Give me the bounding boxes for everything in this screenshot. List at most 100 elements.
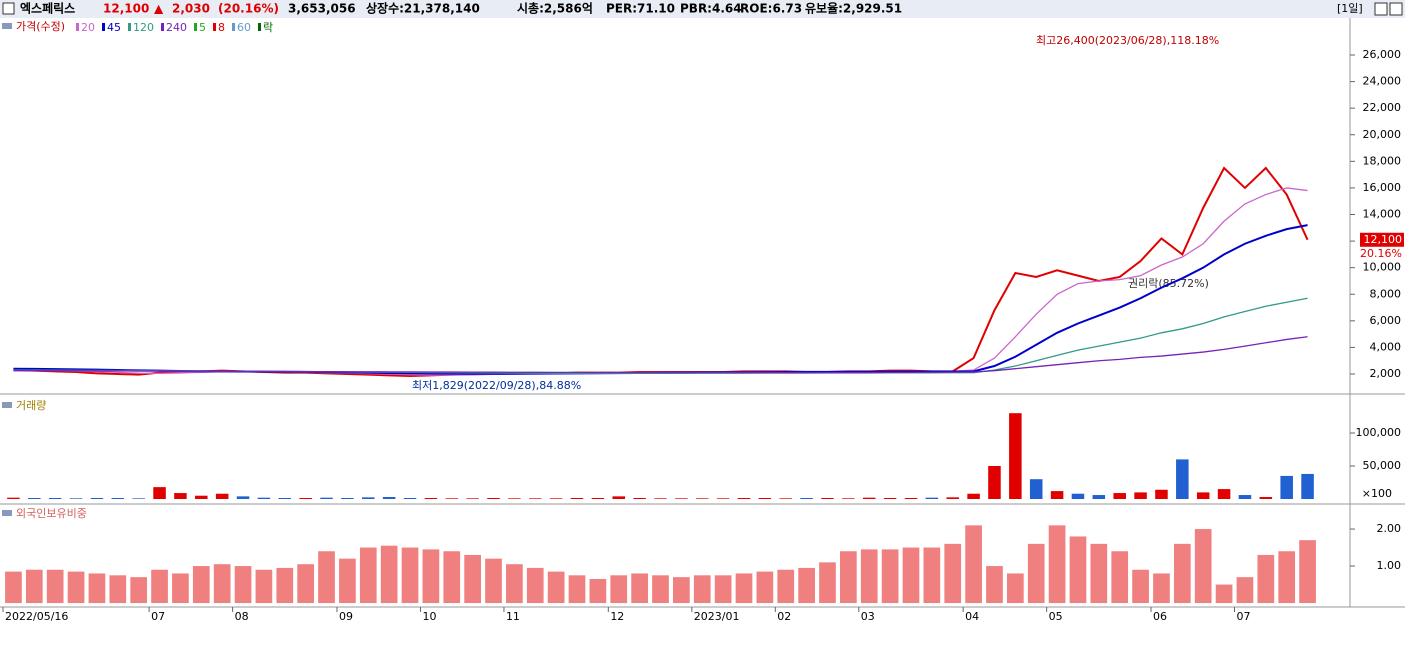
foreign-bar: [902, 547, 920, 604]
foreign-bar: [339, 558, 356, 604]
price-line: [13, 187, 1308, 376]
foreign-bar: [88, 573, 106, 604]
foreign-bar: [255, 569, 273, 604]
x-tick-label: 06: [1153, 610, 1167, 623]
market-cap: 시총:2,586억: [517, 1, 593, 16]
y-tick-label: 24,000: [1363, 75, 1402, 88]
minimize-btn[interactable]: [1374, 2, 1388, 16]
volume-bar: [320, 497, 333, 500]
legend-swatch: [232, 23, 235, 31]
foreign-bar: [756, 571, 774, 604]
change-pct: (20.16%): [218, 2, 279, 16]
x-tick-label: 12: [610, 610, 624, 623]
volume-bar: [1196, 492, 1210, 500]
foreign-bar: [735, 573, 753, 604]
legend-label: 60: [237, 21, 251, 34]
legend-label: 락: [263, 21, 273, 34]
volume-bar: [174, 493, 187, 500]
foreign-bar: [1006, 573, 1024, 604]
roe: ROE:6.73: [740, 2, 802, 16]
y-tick-label: 26,000: [1363, 48, 1402, 61]
legend-swatch: [102, 23, 105, 31]
volume-bar: [612, 496, 626, 500]
volume-bar: [988, 466, 1001, 500]
volume-bar: [1134, 492, 1147, 500]
x-tick-label: 04: [965, 610, 979, 623]
panel-title: 가격(수정): [16, 20, 65, 33]
last-price-box: [1360, 232, 1404, 247]
volume-bar: [111, 498, 125, 500]
volume-bar: [28, 498, 41, 500]
volume-bar: [341, 498, 354, 500]
foreign-bar: [1236, 577, 1254, 604]
legend-label: 240: [166, 21, 187, 34]
foreign-bar: [297, 564, 315, 604]
panel-icon: [2, 510, 12, 516]
foreign-bar: [506, 564, 523, 604]
y-tick-label: 10,000: [1363, 261, 1402, 274]
volume-bar: [257, 497, 271, 500]
foreign-bar: [1153, 573, 1170, 604]
volume-bar: [1301, 473, 1314, 500]
volume-bar: [69, 498, 83, 500]
legend-swatch: [258, 23, 261, 31]
y-tick-label: 6,000: [1370, 314, 1402, 327]
pbr: PBR:4.64: [680, 2, 742, 16]
panel-title: 외국인보유비중: [16, 507, 87, 520]
volume-bar: [758, 498, 772, 500]
foreign-bar: [652, 575, 669, 604]
foreign-bar: [213, 564, 231, 604]
unit-label: ×100: [1362, 487, 1392, 500]
foreign-bar: [25, 569, 43, 604]
foreign-bar: [1111, 551, 1129, 604]
x-tick-label: 2023/01: [694, 610, 740, 623]
foreign-bar: [1173, 543, 1191, 604]
volume-bar: [883, 498, 897, 500]
volume-bar: [278, 498, 292, 500]
foreign-bar: [798, 567, 815, 604]
volume-bar: [132, 498, 145, 500]
foreign-bar: [589, 578, 607, 604]
volume-bar: [466, 498, 479, 500]
foreign-bar: [986, 566, 1003, 604]
legend-swatch: [194, 23, 197, 31]
foreign-bar: [359, 547, 377, 604]
price-line: [13, 336, 1308, 374]
x-tick-label: 07: [151, 610, 165, 623]
checkbox[interactable]: [2, 2, 15, 15]
volume-bar: [403, 498, 417, 500]
volume-bar: [1113, 493, 1126, 500]
volume-bar: [1259, 497, 1273, 500]
x-tick-label: 10: [422, 610, 436, 623]
y-tick-label: 1.00: [1377, 559, 1402, 572]
close-btn[interactable]: [1389, 2, 1403, 16]
foreign-bar: [67, 571, 85, 604]
foreign-bar: [714, 575, 732, 604]
y-tick-label: 16,000: [1363, 181, 1402, 194]
header-bar: [0, 0, 1405, 18]
volume-bar: [716, 498, 730, 500]
x-tick-label: 03: [861, 610, 875, 623]
foreign-bar: [1299, 540, 1316, 604]
foreign-bar: [860, 549, 878, 604]
volume-bar: [1009, 413, 1022, 500]
y-tick-label: 18,000: [1363, 154, 1402, 167]
change: 2,030: [172, 2, 210, 16]
foreign-bar: [234, 566, 252, 604]
period[interactable]: [1일]: [1337, 1, 1363, 15]
volume-bar: [570, 498, 584, 500]
legend-swatch: [128, 23, 131, 31]
volume-bar: [7, 497, 20, 500]
foreign-bar: [1194, 529, 1212, 604]
arrow: ▲: [154, 2, 164, 16]
volume-bar: [695, 498, 709, 500]
x-tick-label: 08: [235, 610, 249, 623]
foreign-bar: [318, 551, 335, 604]
y-tick-label: 14,000: [1363, 208, 1402, 221]
x-tick-label: 05: [1049, 610, 1063, 623]
foreign-bar: [276, 567, 294, 604]
foreign-bar: [673, 577, 690, 604]
y-tick-label: 4,000: [1370, 340, 1402, 353]
volume-bar: [1092, 495, 1106, 500]
foreign-bar: [1027, 543, 1045, 604]
